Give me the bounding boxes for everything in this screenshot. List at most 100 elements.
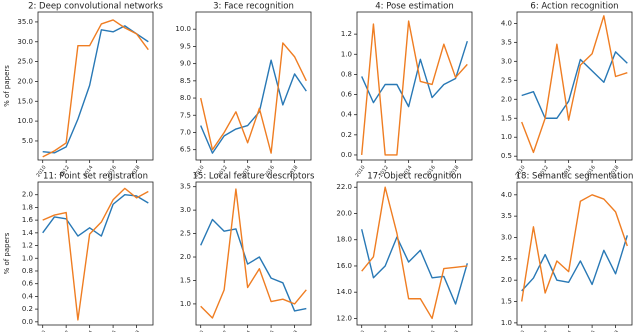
y-tick-label: 3.5	[501, 212, 512, 220]
subplot: 2: Deep convolutional networks % of paper…	[3, 2, 163, 179]
plot-frame	[356, 181, 473, 326]
y-tick-label: 0.2	[22, 305, 33, 313]
subplot: 4: Pose estimation 0.0 0.2 0.4 0.6 0.8 1.0 1.2 2…	[341, 2, 473, 179]
y-tick-label: 1.0	[501, 319, 512, 327]
y-tick-label: 0.5	[501, 152, 512, 160]
series-line	[42, 25, 149, 154]
y-tick-label: 1.8	[22, 203, 33, 211]
x-tick-label: 2018	[608, 330, 620, 332]
x-tick-label: 2014	[401, 330, 413, 332]
series-line	[42, 187, 149, 321]
x-tick-label: 2012	[378, 330, 390, 332]
y-tick-label: 22.0	[336, 183, 352, 191]
y-tick-label: 10.0	[17, 117, 33, 125]
y-tick-label: 30.0	[17, 38, 33, 46]
y-tick-label: 1.5	[180, 276, 191, 284]
series-line	[521, 51, 628, 119]
y-tick-label: 35.0	[17, 18, 33, 26]
series-line	[200, 218, 307, 312]
y-tick-label: 16.0	[336, 262, 352, 270]
x-tick-label: 2018	[448, 330, 460, 332]
y-tick-label: 1.2	[22, 242, 33, 250]
y-axis-label: % of papers	[3, 232, 11, 274]
y-tick-label: 20.0	[336, 209, 352, 217]
y-tick-label: 3.5	[180, 183, 191, 191]
y-tick-label: 3.5	[501, 38, 512, 46]
plot-frame	[195, 11, 312, 161]
subplot-title: 4: Pose estimation	[375, 2, 453, 12]
subplot: 17: Object recognition 12.0 14.0 16.0 18.0 20…	[336, 172, 473, 332]
y-tick-label: 20.0	[17, 77, 33, 85]
y-tick-label: 2.0	[180, 253, 191, 261]
plot-frame	[516, 11, 633, 161]
y-tick-label: 0.4	[22, 292, 34, 300]
y-tick-label: 0.0	[22, 318, 33, 326]
y-tick-label: 8.0	[180, 94, 191, 102]
y-tick-label: 4.0	[501, 191, 512, 199]
y-tick-label: 2.0	[501, 95, 512, 103]
series-line	[520, 194, 628, 302]
y-tick-label: 3.0	[180, 206, 191, 214]
series-line	[200, 42, 307, 154]
series-line	[200, 188, 307, 319]
subplot: 18: Semantic segmentation 1.0 1.5 2.0 2.5 3.0…	[501, 172, 634, 332]
x-tick-label: 2012	[538, 330, 550, 332]
y-tick-label: 3.0	[501, 233, 512, 241]
subplot: 11: Point set registration % of papers 0.0…	[3, 172, 154, 332]
y-axis-label: % of papers	[3, 65, 11, 107]
y-tick-label: 12.0	[336, 314, 352, 322]
plot-frame	[37, 181, 154, 326]
plot-frame	[356, 11, 473, 161]
series-line	[521, 15, 628, 154]
y-tick-label: 9.0	[180, 60, 191, 68]
x-tick-label: 2016	[585, 330, 597, 332]
subplot-title: 11: Point set registration	[43, 172, 148, 182]
subplot: 6: Action recognition 0.5 1.0 1.5 2.0 2.5 3.0 3…	[501, 2, 633, 178]
y-tick-label: 18.0	[336, 236, 352, 244]
series-line	[361, 186, 468, 320]
y-tick-label: 2.5	[501, 255, 512, 263]
y-tick-label: 0.2	[341, 131, 352, 139]
x-tick-label: 2010	[193, 330, 205, 332]
y-tick-label: 2.5	[180, 230, 191, 238]
subplot-title: 17: Object recognition	[367, 172, 462, 182]
y-tick-label: 8.5	[180, 77, 191, 85]
x-tick-label: 2014	[82, 330, 94, 332]
y-tick-label: 7.5	[180, 111, 191, 119]
y-tick-label: 0.6	[341, 91, 353, 99]
x-tick-label: 2010	[514, 330, 526, 332]
y-tick-label: 2.5	[501, 76, 512, 84]
y-tick-label: 5.0	[22, 137, 33, 145]
x-tick-label: 2018	[129, 330, 141, 332]
y-tick-label: 1.6	[22, 216, 34, 224]
plot-frame	[195, 181, 312, 326]
y-tick-label: 25.0	[17, 58, 33, 66]
x-tick-label: 2010	[354, 165, 366, 179]
y-tick-label: 0.6	[22, 280, 34, 288]
y-tick-label: 10.0	[175, 25, 191, 33]
y-tick-label: 4.0	[501, 19, 512, 27]
subplot-title: 18: Semantic segmentation	[516, 172, 634, 182]
y-tick-label: 0.8	[22, 267, 33, 275]
y-tick-label: 14.0	[336, 288, 352, 296]
y-tick-label: 1.0	[180, 300, 191, 308]
x-tick-label: 2010	[35, 330, 47, 332]
plot-frame	[37, 11, 154, 161]
subplot: 3: Face recognition 6.5 7.0 7.5 8.0 8.5 9.0 9.5…	[175, 2, 312, 178]
subplot-title: 3: Face recognition	[213, 2, 294, 12]
y-tick-label: 1.5	[501, 298, 512, 306]
y-tick-label: 0.8	[341, 70, 352, 78]
y-tick-label: 1.5	[501, 114, 512, 122]
x-tick-label: 2016	[106, 330, 118, 332]
y-tick-label: 15.0	[17, 97, 33, 105]
y-tick-label: 2.0	[501, 276, 512, 284]
subplot: 15: Local feature descriptors 1.0 1.5 2.0 2.…	[180, 172, 315, 332]
y-tick-label: 9.5	[180, 42, 191, 50]
y-tick-label: 1.0	[22, 254, 33, 262]
series-line	[360, 20, 468, 156]
plot-frame	[516, 181, 633, 326]
y-tick-label: 3.0	[501, 57, 512, 65]
x-tick-label: 2016	[425, 330, 437, 332]
y-tick-label: 0.0	[341, 151, 352, 159]
